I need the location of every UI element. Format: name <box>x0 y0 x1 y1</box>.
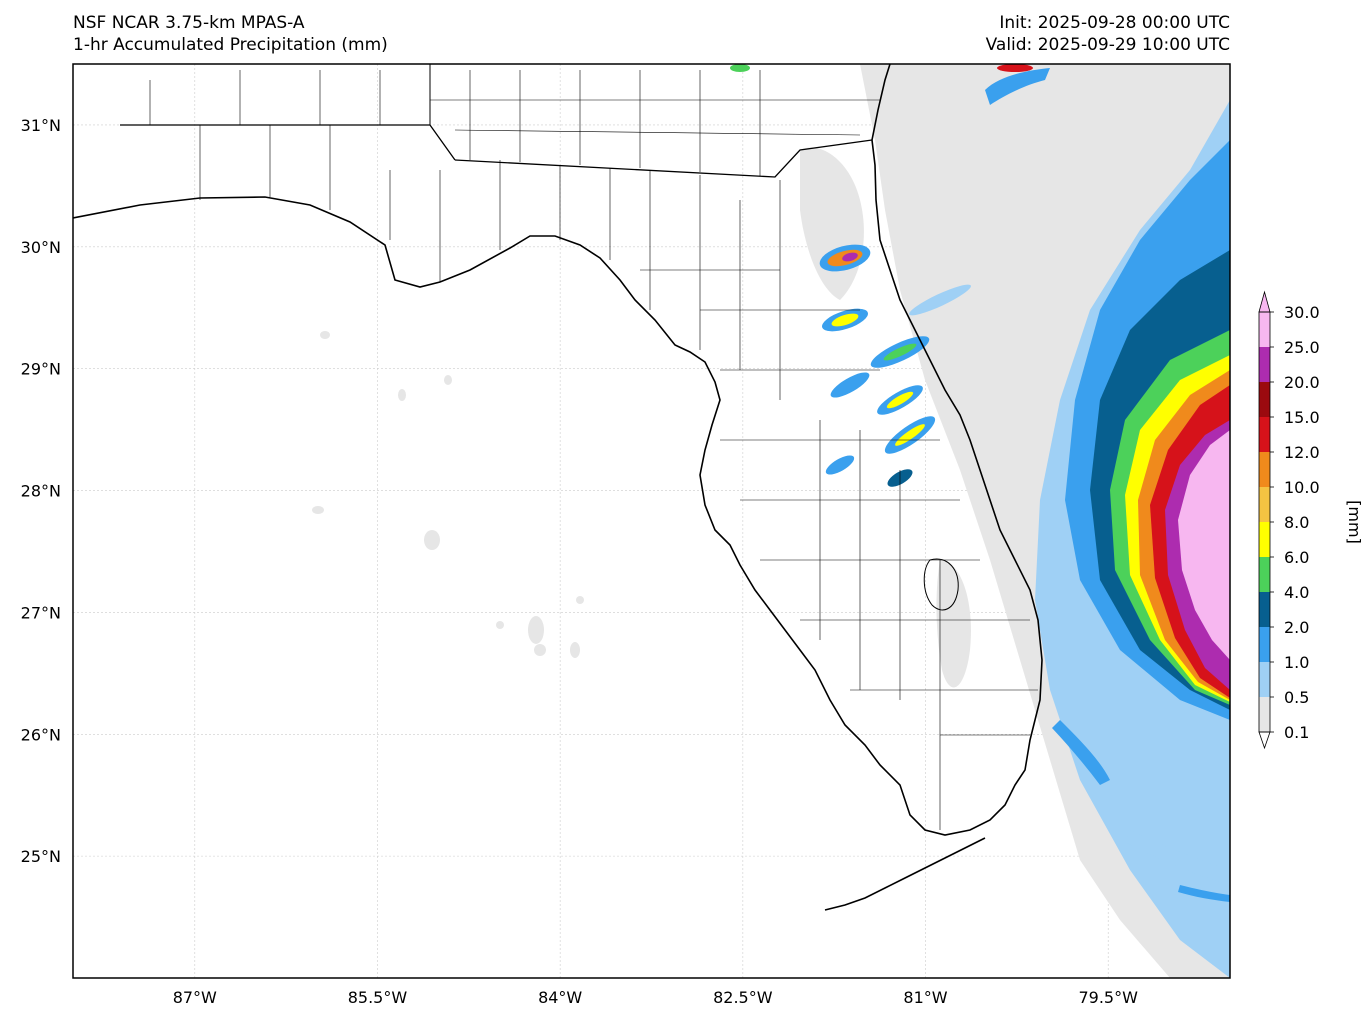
colorbar-tick-label: 2.0 <box>1284 618 1309 637</box>
gulf-shower-7 <box>576 596 584 604</box>
lat-tick-label: 30°N <box>21 238 61 257</box>
longitude-tick-labels: 87°W 85.5°W 84°W 82.5°W 81°W 79.5°W <box>173 988 1138 1007</box>
cell-palatka-core <box>831 313 859 327</box>
county-lines <box>149 70 1038 830</box>
colorbar: 0.1 0.5 1.0 2.0 4.0 6.0 8.0 10.0 12.0 15.0 20.0 25.… <box>1258 290 1364 750</box>
cell-ne-edge <box>997 64 1033 72</box>
colorbar-tick-label: 1.0 <box>1284 653 1309 672</box>
lat-tick-label: 26°N <box>21 725 61 744</box>
outer-band-3 <box>1178 885 1230 902</box>
light-rain-inland-2 <box>936 560 971 688</box>
cell-orlando-core <box>895 424 925 446</box>
cell-north-edge <box>730 64 750 72</box>
model-name: NSF NCAR 3.75-km MPAS-A <box>73 13 305 33</box>
colorbar-extend-max <box>1258 290 1271 313</box>
county-line-7 <box>800 619 1038 736</box>
colorbar-label: [mm] <box>1345 500 1364 544</box>
colorbar-swatch <box>1259 697 1270 732</box>
outer-band-2 <box>1125 830 1230 885</box>
storm-core-30mm <box>1178 430 1230 660</box>
gulf-shower-1 <box>424 530 440 550</box>
colorbar-tick-label: 0.5 <box>1284 688 1309 707</box>
county-line-5 <box>640 269 880 371</box>
colorbar-tick-label: 30.0 <box>1284 303 1320 322</box>
gulf-shower-3 <box>534 644 546 656</box>
lon-tick-label: 81°W <box>903 988 947 1007</box>
colorbar-swatch <box>1259 487 1270 522</box>
gulf-shower-10 <box>444 375 452 385</box>
lon-tick-label: 85.5°W <box>348 988 408 1007</box>
cell-sanford-core <box>886 391 914 409</box>
colorbar-tick-label: 4.0 <box>1284 583 1309 602</box>
gulf-shower-6 <box>320 331 330 339</box>
colorbar-swatch <box>1259 312 1270 347</box>
map-frame <box>72 63 1231 979</box>
lon-tick-label: 82.5°W <box>713 988 773 1007</box>
cell-ocala <box>830 372 870 398</box>
ga-fl-border <box>454 139 873 178</box>
colorbar-tick-label: 10.0 <box>1284 478 1320 497</box>
colorbar-swatch <box>1259 347 1270 382</box>
lon-tick-label: 84°W <box>538 988 582 1007</box>
latitude-tick-labels: 31°N 30°N 29°N 28°N 27°N 26°N 25°N <box>21 116 61 866</box>
colorbar-tick-label: 15.0 <box>1284 408 1320 427</box>
colorbar-tick-label: 0.1 <box>1284 723 1309 742</box>
convective-cells <box>730 64 1033 487</box>
colorbar-swatch <box>1259 662 1270 697</box>
field-name: 1-hr Accumulated Precipitation (mm) <box>73 35 388 55</box>
colorbar-swatch <box>1259 452 1270 487</box>
map-header-left: NSF NCAR 3.75-km MPAS-A 1-hr Accumulated… <box>73 12 388 56</box>
northeast-band <box>985 68 1050 105</box>
gulf-shower-8 <box>570 642 580 658</box>
county-line-3 <box>559 165 651 310</box>
lake-okeechobee <box>923 558 959 611</box>
gulf-shower-2 <box>528 616 544 644</box>
colorbar-swatch <box>1259 382 1270 417</box>
county-line-9 <box>149 70 381 125</box>
colorbar-swatch <box>1259 417 1270 452</box>
lat-tick-label: 28°N <box>21 482 61 501</box>
gulf-light-rain <box>312 331 584 658</box>
cell-daytona-1-core <box>883 343 917 361</box>
colorbar-tick-label: 12.0 <box>1284 443 1320 462</box>
cell-lakeland <box>825 455 855 475</box>
init-time: Init: 2025-09-28 00:00 UTC <box>999 13 1230 33</box>
county-line-8 <box>819 420 941 830</box>
geography-lines <box>73 64 1043 911</box>
colorbar-swatch <box>1259 592 1270 627</box>
colorbar-swatch <box>1259 557 1270 592</box>
lat-tick-label: 29°N <box>21 360 61 379</box>
county-line-1 <box>199 125 331 210</box>
valid-time: Valid: 2025-09-29 10:00 UTC <box>985 35 1230 55</box>
county-line-10 <box>469 70 761 176</box>
lon-tick-label: 79.5°W <box>1078 988 1138 1007</box>
lon-tick-label: 87°W <box>173 988 217 1007</box>
florida-coastline <box>73 64 1043 836</box>
colorbar-tick-label: 6.0 <box>1284 548 1309 567</box>
cell-coast <box>909 284 971 316</box>
colorbar-swatch <box>1259 522 1270 557</box>
colorbar-extend-min <box>1258 731 1271 750</box>
colorbar-tick-label: 20.0 <box>1284 373 1320 392</box>
county-line-2 <box>389 160 501 282</box>
gulf-shower-4 <box>312 506 324 514</box>
county-line-11 <box>430 99 880 136</box>
precip-layer <box>312 64 1230 978</box>
county-line-4 <box>699 175 781 400</box>
gulf-shower-5 <box>398 389 406 401</box>
outer-band-1 <box>1052 720 1110 785</box>
lat-tick-label: 25°N <box>21 847 61 866</box>
colorbar-swatch <box>1259 627 1270 662</box>
colorbar-tick-label: 8.0 <box>1284 513 1309 532</box>
county-line-6 <box>720 439 980 561</box>
cell-jacksonville-peak <box>842 252 858 262</box>
colorbar-tick-label: 25.0 <box>1284 338 1320 357</box>
map-header-right: Init: 2025-09-28 00:00 UTC Valid: 2025-0… <box>986 12 1230 56</box>
gulf-shower-9 <box>496 621 504 629</box>
lat-tick-label: 27°N <box>21 603 61 622</box>
florida-keys <box>824 837 986 911</box>
lat-tick-label: 31°N <box>21 116 61 135</box>
